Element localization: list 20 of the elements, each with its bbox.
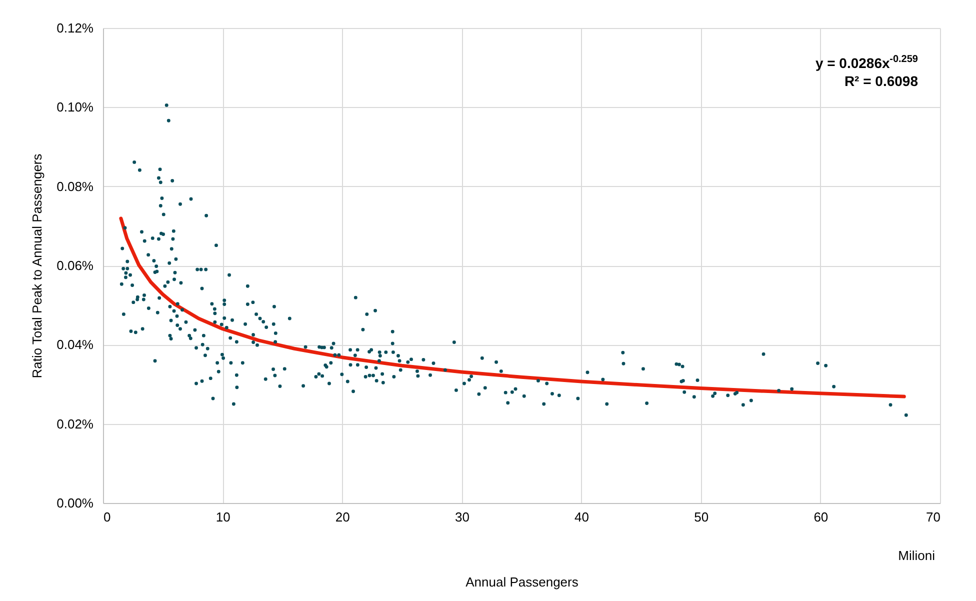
annotation: R² = 0.6098 — [844, 73, 918, 89]
x-axis-title: Annual Passengers — [466, 574, 579, 590]
y-tick-label: 0.00% — [56, 496, 94, 510]
x-tick-label: 60 — [814, 510, 828, 524]
x-tick-label: 70 — [926, 510, 940, 524]
x-tick-label: 0 — [104, 510, 111, 524]
y-tick-label: 0.06% — [56, 258, 94, 273]
text: Milioni — [898, 548, 936, 563]
y-tick-label: 0.10% — [56, 100, 94, 115]
x-tick-label: 10 — [216, 510, 230, 524]
y-tick-label: 0.04% — [56, 337, 94, 352]
x-tick-label: 20 — [335, 510, 350, 524]
y-axis-title: Ratio Total Peak to Annual Passengers — [30, 153, 45, 378]
y-tick-label: 0.02% — [56, 416, 94, 432]
x-tick-label: 50 — [694, 510, 709, 524]
x-tick-label: 40 — [574, 510, 590, 524]
y-tick-label: 0.08% — [56, 178, 94, 194]
line-series — [119, 216, 906, 398]
x-tick-label: 30 — [454, 510, 470, 524]
y-tick-label: 0.12% — [56, 20, 94, 36]
